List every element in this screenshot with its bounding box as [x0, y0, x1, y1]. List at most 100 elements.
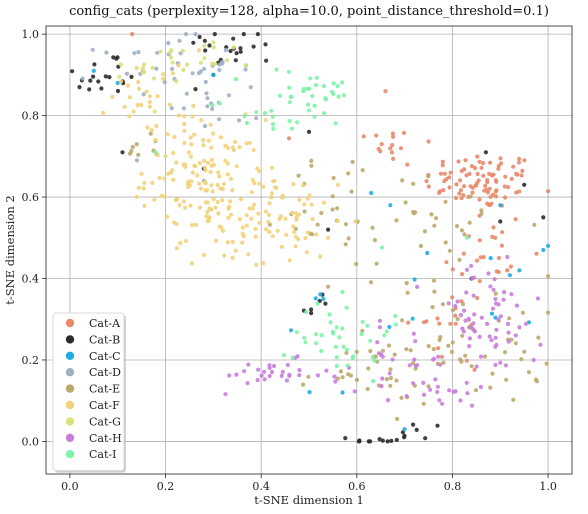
data-point: [517, 156, 522, 162]
data-point: [411, 209, 416, 215]
data-point: [387, 324, 392, 330]
data-point: [307, 390, 312, 395]
data-point: [225, 145, 231, 151]
data-point: [453, 303, 458, 309]
data-point: [189, 142, 194, 147]
data-point: [166, 171, 171, 176]
axis-ticks: 0.0 0.2 0.4 0.6 0.8 1.0 0.0 0.2 0.4 0.6 0.8 1.0: [22, 28, 557, 493]
data-point: [438, 171, 444, 176]
data-point: [343, 222, 348, 227]
data-point: [360, 319, 365, 325]
data-point: [203, 48, 208, 53]
data-point: [204, 188, 210, 193]
plot-frame: [45, 25, 573, 475]
data-point: [183, 205, 188, 210]
data-point: [405, 290, 410, 295]
data-point: [217, 67, 222, 73]
data-point: [186, 179, 191, 184]
data-point: [505, 185, 511, 190]
data-point: [454, 182, 459, 187]
data-point: [410, 316, 415, 321]
data-point: [154, 66, 159, 71]
data-point: [269, 195, 274, 200]
data-point: [286, 69, 291, 74]
data-point: [475, 258, 480, 263]
data-point: [426, 139, 431, 144]
data-point: [485, 321, 490, 326]
data-point: [188, 154, 194, 159]
data-point: [407, 363, 412, 368]
series-cat-g: [117, 40, 248, 159]
data-point: [117, 74, 122, 79]
data-point: [217, 101, 222, 106]
data-point: [368, 338, 373, 343]
data-point: [516, 160, 522, 165]
data-point: [167, 102, 172, 107]
data-point: [302, 209, 307, 214]
data-point: [385, 439, 390, 444]
data-point: [319, 333, 324, 338]
data-point: [331, 331, 336, 336]
data-point: [205, 209, 210, 215]
data-point: [263, 118, 268, 123]
data-point: [302, 202, 307, 207]
data-point: [404, 394, 409, 399]
data-point: [174, 79, 179, 84]
data-point: [136, 86, 142, 91]
data-point: [164, 214, 169, 219]
data-point: [104, 50, 109, 55]
data-point: [193, 87, 198, 92]
data-point: [251, 148, 256, 153]
data-point: [296, 237, 301, 242]
data-point: [158, 49, 163, 54]
data-point: [489, 338, 494, 343]
data-point: [163, 154, 168, 159]
legend-marker: [65, 450, 75, 459]
data-point: [435, 316, 440, 321]
data-point: [399, 395, 404, 400]
data-point: [136, 50, 141, 55]
data-point: [205, 160, 211, 165]
data-point: [215, 199, 220, 205]
data-point: [188, 203, 193, 208]
data-point: [467, 336, 472, 341]
data-point: [142, 62, 147, 67]
data-point: [92, 62, 97, 67]
data-point: [499, 161, 504, 166]
y-tick-label: 0.6: [22, 191, 40, 204]
data-point: [304, 309, 309, 315]
data-point: [283, 216, 288, 221]
data-point: [272, 179, 277, 184]
data-point: [119, 79, 124, 84]
data-point: [149, 128, 154, 133]
data-point: [487, 186, 492, 191]
data-point: [479, 208, 484, 213]
data-point: [312, 114, 317, 119]
data-point: [432, 223, 437, 228]
data-point: [418, 243, 423, 249]
data-point: [426, 384, 431, 389]
data-point: [195, 173, 200, 178]
data-point: [183, 31, 189, 37]
data-point: [519, 173, 524, 178]
data-point: [366, 439, 371, 444]
data-point: [204, 214, 209, 219]
data-point: [209, 207, 214, 212]
data-point: [248, 85, 253, 90]
data-point: [111, 55, 116, 60]
data-point: [520, 168, 525, 173]
data-point: [197, 181, 202, 186]
data-point: [255, 166, 260, 171]
data-point: [464, 290, 469, 295]
data-point: [210, 61, 215, 66]
data-point: [70, 69, 75, 74]
data-point: [141, 186, 146, 191]
data-point: [148, 131, 153, 136]
data-point: [511, 164, 516, 169]
data-point: [508, 264, 513, 269]
data-point: [469, 263, 474, 268]
data-point: [264, 227, 269, 232]
data-point: [493, 344, 498, 349]
data-point: [313, 296, 318, 301]
data-point: [469, 364, 474, 369]
